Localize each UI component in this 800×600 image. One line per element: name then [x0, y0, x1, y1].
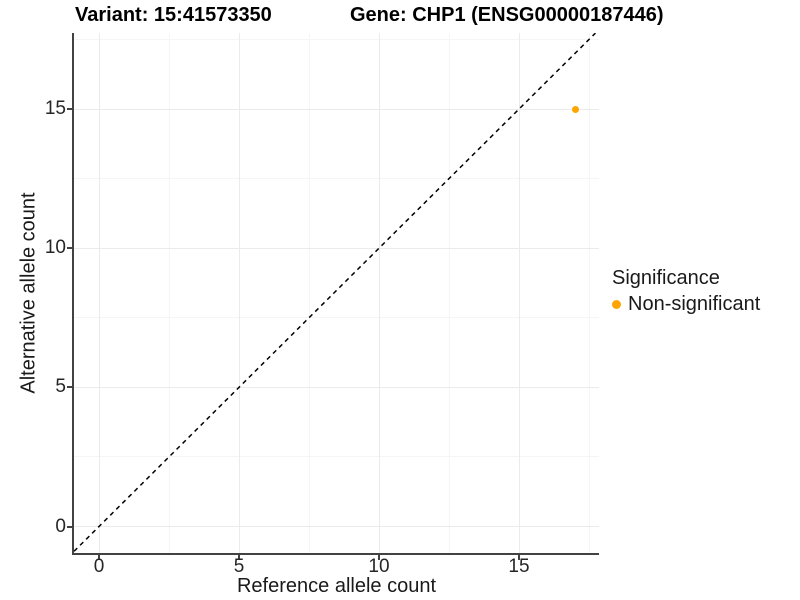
- gridline-x-major: [378, 33, 380, 553]
- y-tick-mark: [67, 247, 72, 250]
- identity-line: [74, 33, 596, 552]
- x-tick-label: 5: [233, 556, 245, 577]
- y-tick-label: 0: [55, 515, 66, 537]
- gridline-y-minor: [74, 317, 599, 319]
- x-tick-mark: [98, 555, 100, 560]
- gridline-y-minor: [74, 38, 599, 40]
- y-tick-mark: [67, 525, 72, 528]
- legend-dot-icon: [612, 299, 621, 309]
- x-tick-label: 15: [508, 556, 530, 577]
- gridline-y-major: [74, 526, 599, 527]
- legend-item-label: Non-significant: [628, 293, 761, 315]
- gridline-x-major: [238, 33, 240, 553]
- gridline-x-minor: [588, 33, 590, 553]
- x-axis-title: Reference allele count: [236, 575, 436, 597]
- gridline-y-major: [74, 386, 599, 388]
- x-tick-mark: [378, 555, 380, 560]
- gridline-x-minor: [308, 33, 310, 553]
- gridline-y-minor: [74, 456, 599, 458]
- gene-title: Gene: CHP1 (ENSG00000187446): [350, 4, 664, 26]
- plot-panel: [72, 33, 599, 555]
- y-tick-mark: [67, 108, 72, 111]
- gridline-y-minor: [74, 178, 599, 180]
- variant-title: Variant: 15:41573350: [75, 4, 272, 26]
- gridline-x-major: [518, 33, 520, 553]
- x-tick-mark: [238, 555, 240, 560]
- y-tick-label: 15: [44, 98, 66, 120]
- gridline-x-minor: [168, 33, 170, 553]
- legend-title: Significance: [612, 267, 720, 289]
- x-tick-mark: [518, 555, 520, 560]
- y-tick-mark: [67, 386, 72, 389]
- x-tick-label: 0: [93, 556, 105, 577]
- legend-item: Non-significant: [612, 292, 760, 316]
- y-axis-title: Alternative allele count: [17, 192, 40, 394]
- y-tick-label: 10: [44, 237, 66, 259]
- y-tick-label: 5: [55, 376, 66, 398]
- data-point: [571, 105, 579, 113]
- gridline-y-major: [74, 247, 599, 249]
- legend: Significance Non-significant: [612, 266, 760, 316]
- gridline-y-major: [74, 108, 599, 110]
- x-tick-label: 10: [368, 556, 390, 577]
- gridline-x-major: [98, 33, 100, 553]
- gridline-x-minor: [448, 33, 450, 553]
